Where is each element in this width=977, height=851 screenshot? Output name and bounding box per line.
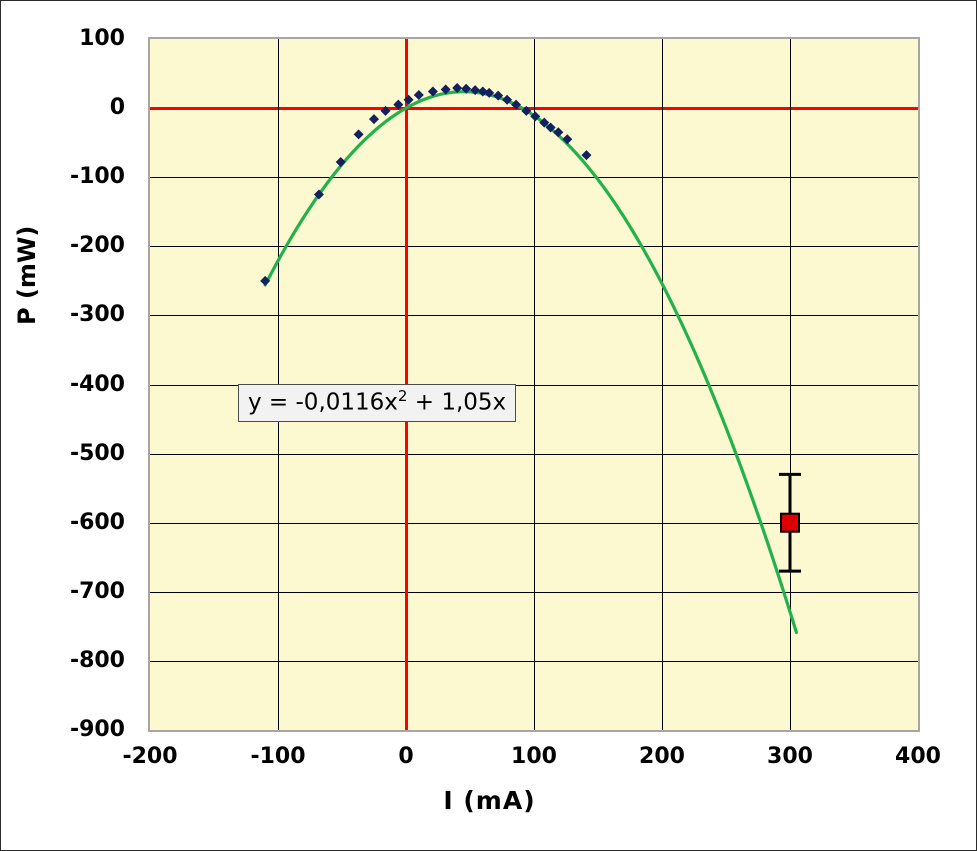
data-point-marker <box>393 99 404 110</box>
data-point-marker <box>545 122 556 133</box>
data-point-marker <box>403 94 414 105</box>
data-point-marker <box>260 275 271 286</box>
y-tick-label: -700 <box>69 578 125 604</box>
x-tick-label: 100 <box>511 744 557 769</box>
data-point-marker <box>562 134 573 145</box>
data-point-marker <box>581 150 592 161</box>
y-axis-tick-labels: 100 0 -100 -200 -300 -400 -500 -600 -700 -800 -900 <box>1 28 139 741</box>
quadratic-fit-curve <box>263 90 798 635</box>
series-overlay <box>260 83 801 635</box>
y-tick-label: 100 <box>79 26 125 51</box>
vertical-gridline <box>790 39 791 730</box>
data-point-marker <box>502 94 513 105</box>
data-point-marker <box>477 86 488 97</box>
data-point-marker <box>553 127 564 138</box>
data-point-marker <box>470 85 481 96</box>
data-point-marker <box>521 105 532 116</box>
x-axis-title: I (mA) <box>443 786 536 815</box>
plot-inner <box>150 39 918 730</box>
y-tick-label: -600 <box>69 509 125 535</box>
y-tick-label: -900 <box>69 717 125 742</box>
x-tick-label: 200 <box>639 744 685 769</box>
y-tick-label: 0 <box>109 95 125 121</box>
data-point-marker <box>461 83 472 94</box>
x-tick-label: 300 <box>767 744 813 769</box>
equation-text-before: y = -0,0116x <box>248 389 398 416</box>
x-tick-label: 400 <box>895 744 941 769</box>
x-tick-label: 0 <box>398 744 414 769</box>
vertical-gridline <box>662 39 663 730</box>
y-tick-label: -200 <box>69 233 125 259</box>
y-tick-label: -300 <box>69 302 125 328</box>
data-point-marker <box>539 117 550 128</box>
data-point-marker <box>380 105 391 116</box>
data-point-marker <box>484 87 495 98</box>
y-tick-label: -100 <box>69 164 125 190</box>
data-point-marker <box>369 114 379 125</box>
x-tick-label: -100 <box>250 744 306 769</box>
extrapolated-point-marker <box>780 512 800 533</box>
data-point-marker <box>427 86 438 97</box>
data-point-marker <box>313 189 324 200</box>
data-point-marker <box>530 111 541 122</box>
equation-superscript: 2 <box>397 387 408 405</box>
trendline-equation-label: y = -0,0116x2 + 1,05x <box>238 384 517 423</box>
data-point-marker <box>335 156 346 167</box>
equation-text-after: + 1,05x <box>407 389 507 416</box>
data-point-marker <box>353 129 364 140</box>
data-point-marker <box>440 84 451 95</box>
error-bar-group <box>779 472 801 573</box>
y-tick-label: -800 <box>69 647 125 673</box>
y-tick-label: -500 <box>69 440 125 466</box>
y-tick-label: -400 <box>69 371 125 397</box>
vertical-gridline <box>534 39 535 730</box>
x-axis-tick-labels: -200 -100 0 100 200 300 400 <box>122 744 941 776</box>
data-point-marker <box>493 90 504 101</box>
data-point-marker <box>452 83 463 94</box>
x-tick-label: -200 <box>122 744 178 769</box>
data-point-marker <box>413 89 424 100</box>
